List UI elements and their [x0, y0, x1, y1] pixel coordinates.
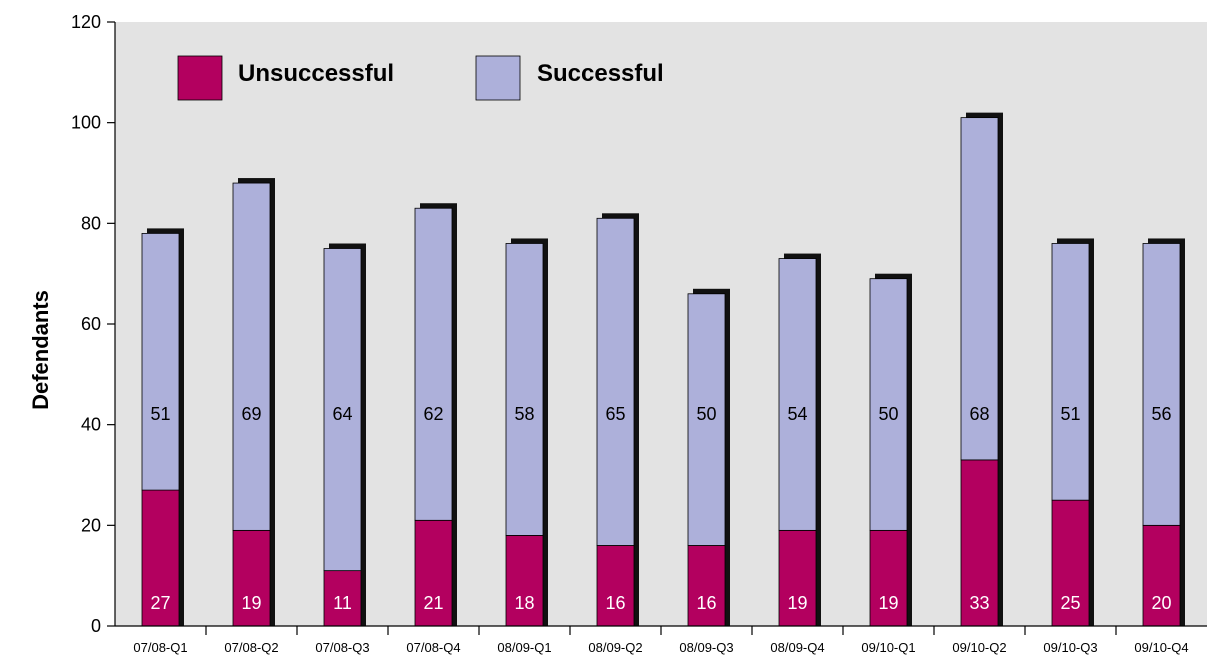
x-tick-label: 08/09-Q3: [679, 640, 733, 655]
bar-successful: [323, 248, 362, 572]
bar-unsuccessful: [414, 519, 453, 627]
data-label-unsuccessful: 19: [878, 593, 898, 613]
data-label-unsuccessful: 25: [1060, 593, 1080, 613]
y-tick-label: 40: [81, 415, 101, 435]
data-label-unsuccessful: 11: [333, 593, 352, 613]
bar-unsuccessful: [869, 529, 908, 627]
x-tick-label: 07/08-Q1: [133, 640, 187, 655]
y-tick-label: 100: [71, 113, 101, 133]
bar-unsuccessful: [687, 545, 726, 627]
legend-label-successful: Successful: [537, 60, 664, 87]
data-label-successful: 69: [241, 404, 261, 424]
y-tick-label: 0: [91, 616, 101, 636]
x-tick-label: 07/08-Q2: [224, 640, 278, 655]
data-label-successful: 54: [787, 404, 807, 424]
bar-unsuccessful: [596, 545, 635, 627]
data-label-successful: 50: [696, 404, 716, 424]
bar-unsuccessful: [778, 529, 817, 627]
bar-unsuccessful: [1051, 499, 1090, 627]
x-tick-label: 07/08-Q4: [406, 640, 460, 655]
data-label-unsuccessful: 19: [241, 593, 261, 613]
data-label-successful: 62: [423, 404, 443, 424]
data-label-unsuccessful: 21: [423, 593, 443, 613]
bar-successful: [869, 278, 908, 531]
bar-successful: [960, 117, 999, 461]
data-label-unsuccessful: 33: [969, 593, 989, 613]
x-tick-label: 09/10-Q4: [1134, 640, 1188, 655]
data-label-successful: 64: [332, 404, 352, 424]
bar-successful: [505, 243, 544, 536]
x-tick-label: 07/08-Q3: [315, 640, 369, 655]
y-tick-label: 60: [81, 314, 101, 334]
data-label-successful: 51: [1060, 404, 1080, 424]
data-label-successful: 50: [878, 404, 898, 424]
data-label-unsuccessful: 16: [696, 593, 716, 613]
data-label-successful: 65: [605, 404, 625, 424]
x-tick-label: 08/09-Q2: [588, 640, 642, 655]
bar-successful: [687, 293, 726, 546]
bars-layer: 27 51 19 69 11 64 21 62 18 58 16 65 16 50 19 54 19 50 33 68…: [141, 112, 1185, 627]
data-label-unsuccessful: 18: [514, 593, 534, 613]
x-tick-label: 09/10-Q1: [861, 640, 915, 655]
x-tick-label: 08/09-Q4: [770, 640, 824, 655]
legend-label-unsuccessful: Unsuccessful: [238, 60, 394, 87]
bar-successful: [414, 207, 453, 521]
bar-successful: [1051, 243, 1090, 501]
data-label-successful: 68: [969, 404, 989, 424]
data-label-successful: 51: [150, 404, 170, 424]
axes-layer: 0 20 40 60 80 100 120 07/08-Q1 07/08-Q2 07/08-Q3 0…: [71, 12, 1207, 655]
bar-successful: [141, 232, 180, 491]
legend-swatch-unsuccessful: [177, 55, 223, 101]
legend: Unsuccessful Successful: [177, 55, 664, 101]
x-tick-label: 09/10-Q3: [1043, 640, 1097, 655]
bar-unsuccessful: [141, 489, 180, 627]
x-tick-label: 08/09-Q1: [497, 640, 551, 655]
data-label-successful: 56: [1151, 404, 1171, 424]
data-label-unsuccessful: 16: [605, 593, 625, 613]
bar-successful: [232, 182, 271, 531]
data-label-unsuccessful: 27: [150, 593, 170, 613]
bar-unsuccessful: [323, 570, 362, 627]
bar-unsuccessful: [505, 535, 544, 627]
y-tick-label: 120: [71, 12, 101, 32]
data-label-unsuccessful: 20: [1151, 593, 1171, 613]
bar-successful: [1142, 243, 1181, 526]
plot-background: [115, 22, 1207, 626]
y-tick-label: 20: [81, 515, 101, 535]
data-label-unsuccessful: 19: [787, 593, 807, 613]
bar-successful: [596, 217, 635, 546]
data-label-successful: 58: [514, 404, 534, 424]
y-tick-label: 80: [81, 213, 101, 233]
bar-successful: [778, 258, 817, 531]
legend-swatch-successful: [475, 55, 521, 101]
x-tick-label: 09/10-Q2: [952, 640, 1006, 655]
y-axis-title: Defendants: [28, 290, 53, 410]
bar-unsuccessful: [1142, 524, 1181, 627]
